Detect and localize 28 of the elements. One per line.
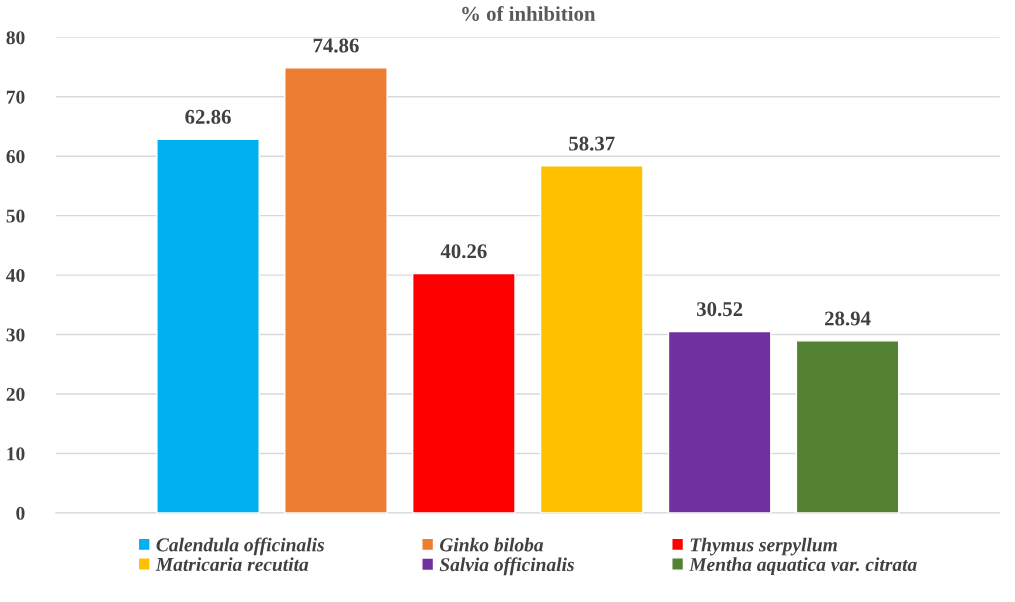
legend-label: Salvia officinalis <box>439 557 574 576</box>
data-label: 30.52 <box>697 302 743 317</box>
legend-label: Thymus serpyllum <box>690 537 837 556</box>
chart-title: % of inhibition <box>462 5 596 21</box>
bar <box>539 165 644 513</box>
data-label: 74.86 <box>313 38 359 53</box>
y-tick-label: 0 <box>16 506 25 520</box>
bar <box>795 340 900 513</box>
bar <box>284 67 388 513</box>
bar <box>667 330 772 513</box>
data-label: 58.37 <box>569 136 615 151</box>
bar <box>156 138 260 513</box>
y-tick-label: 40 <box>6 268 25 283</box>
y-tick-label: 10 <box>7 447 25 461</box>
y-tick-label: 70 <box>6 90 25 104</box>
bar <box>411 272 516 513</box>
legend-label: Calendula officinalis <box>156 537 325 556</box>
legend-label: Matricaria recutita <box>155 557 309 572</box>
data-label: 62.86 <box>185 109 231 124</box>
y-tick-label: 60 <box>6 150 25 164</box>
legend-label: Ginko biloba <box>439 537 544 552</box>
data-label: 28.94 <box>825 311 871 326</box>
y-tick-label: 30 <box>6 328 25 342</box>
y-tick-label: 20 <box>6 387 25 401</box>
legend-label: Mentha aquatica var. citrata <box>689 557 917 575</box>
y-tick-label: 80 <box>6 31 25 45</box>
y-tick-label: 50 <box>6 209 25 223</box>
data-label: 40.26 <box>440 244 487 259</box>
